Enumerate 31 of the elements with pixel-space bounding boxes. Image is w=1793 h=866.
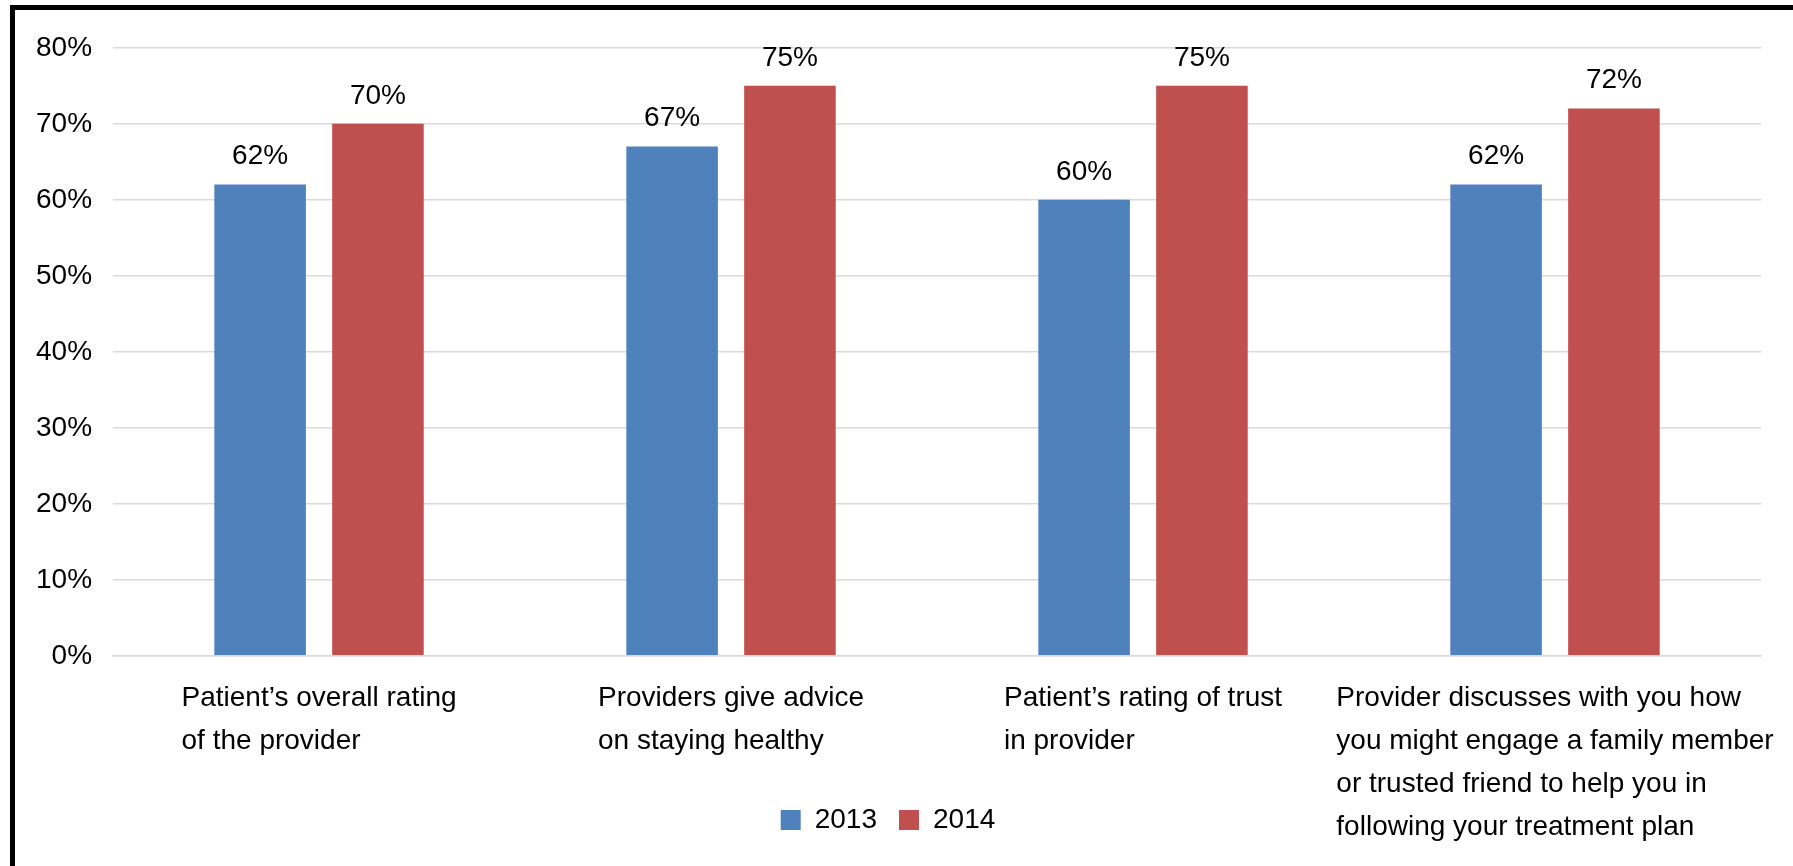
bar: [332, 123, 424, 656]
data-label: 75%: [761, 40, 818, 72]
x-tick-label: Patient’s rating of trust in provider: [1003, 680, 1283, 755]
data-label: 62%: [232, 139, 289, 171]
bar: [1568, 108, 1660, 656]
legend-label: 2013: [814, 802, 878, 834]
x-tick-label: Patient’s overall rating of the provider: [181, 680, 457, 755]
bar: [626, 146, 718, 656]
x-tick-label: Providers give advice on staying healthy: [597, 680, 865, 755]
y-tick-label: 40%: [35, 334, 93, 366]
y-tick-label: 70%: [35, 106, 93, 138]
y-tick-label: 60%: [35, 182, 93, 214]
y-tick-label: 80%: [35, 30, 93, 62]
data-label: 72%: [1585, 63, 1642, 95]
y-tick-label: 20%: [35, 486, 93, 518]
y-tick-label: 30%: [35, 410, 93, 442]
y-tick-label: 0%: [51, 638, 93, 670]
data-label: 67%: [644, 101, 701, 133]
bar: [1038, 199, 1130, 656]
x-tick-label: Provider discusses with you how you might engage a family member or trusted friend to help you in following your treatment plan: [1336, 680, 1774, 841]
bar: [1450, 184, 1542, 656]
y-tick-label: 10%: [35, 562, 93, 594]
data-label: 60%: [1056, 154, 1113, 186]
bar: [214, 184, 306, 656]
legend-label: 2014: [933, 802, 996, 834]
data-label: 62%: [1468, 139, 1525, 171]
data-label: 70%: [349, 78, 406, 110]
data-label: 75%: [1173, 40, 1230, 72]
bar: [1156, 85, 1248, 656]
bar: [744, 85, 836, 656]
y-tick-label: 50%: [35, 258, 93, 290]
